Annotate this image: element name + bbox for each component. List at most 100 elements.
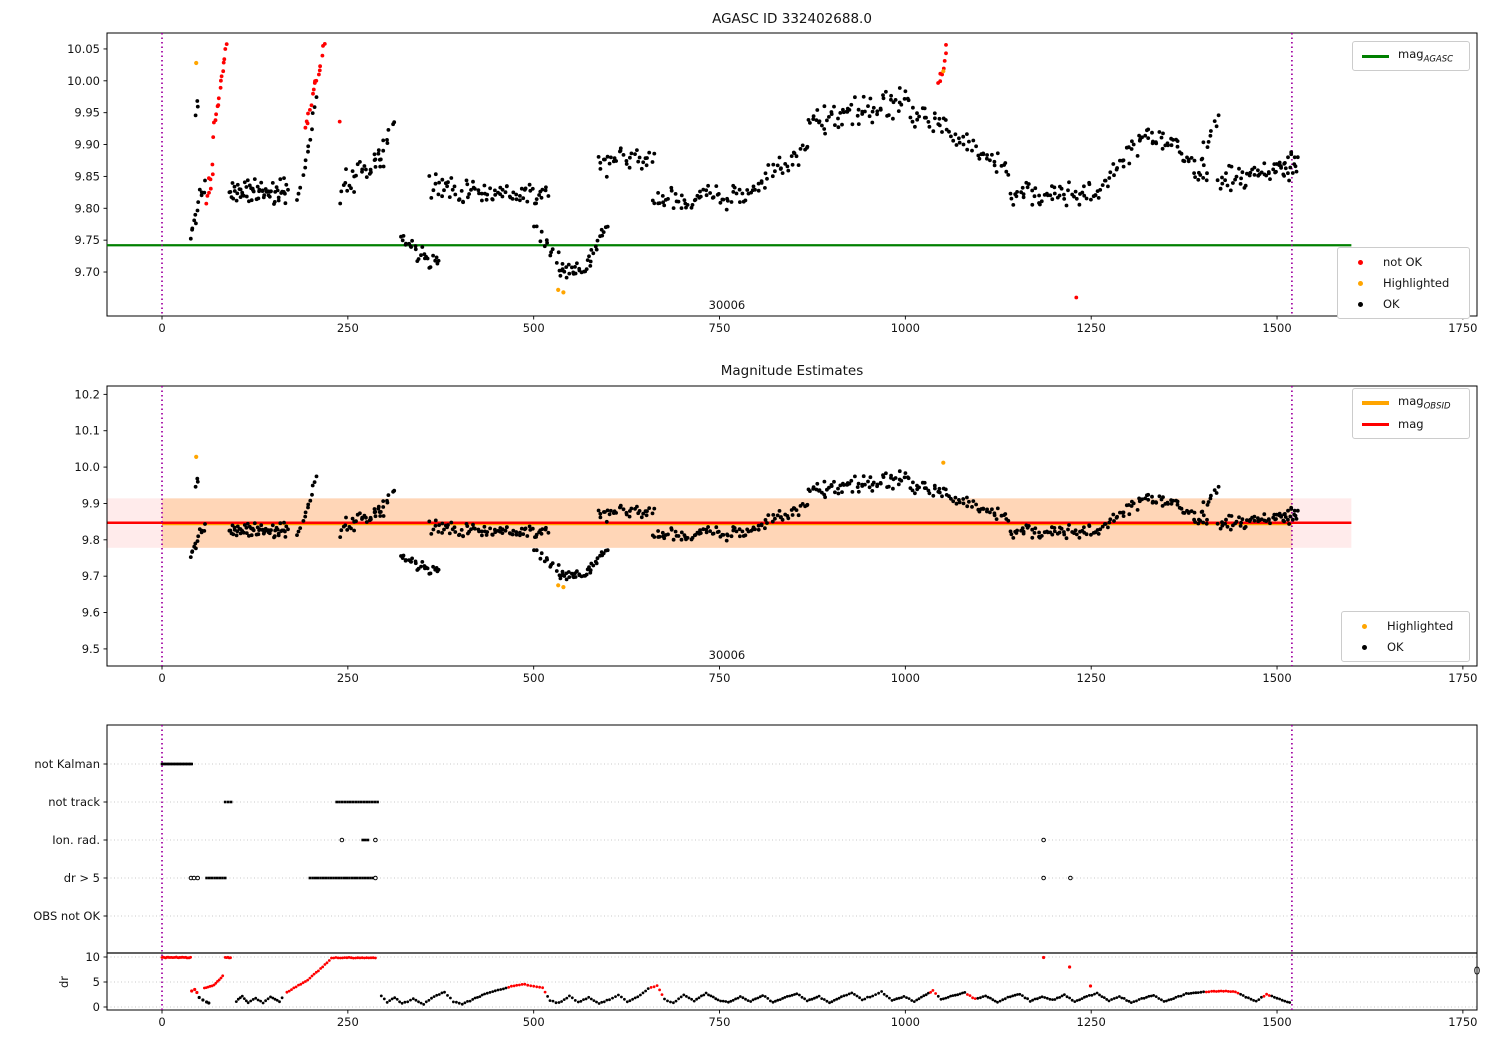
ok-points [188,469,1300,582]
dr-axis-label: dr [57,976,71,988]
legend-entry-mag-obsid: magOBSID [1362,394,1460,412]
x-tick-label: 0 [158,671,165,685]
dr-points [160,955,1292,1006]
x-tick-label: 1750 [1448,1015,1477,1029]
legend-entry-ok: OK [1351,638,1460,656]
gridlines [107,763,1477,1008]
axes: 0 250 500 750 1000 1250 1500 1750 9.5 9.6 9.7 9.8 9.… [74,385,1478,685]
x-tick-label: 1500 [1262,671,1291,685]
legend-entry-mag-agasc: magAGASC [1362,47,1460,65]
axes: 0 250 500 750 1000 1250 1500 1750 9.70 9.75 9.80 9.… [67,32,1478,335]
y-tick-label: 9.90 [74,138,100,152]
top-plot: 0 250 500 750 1000 1250 1500 1750 9.70 9.75 9.80 9.… [67,32,1478,335]
x-tick-label: 250 [337,671,359,685]
x-tick-label: 1750 [1448,321,1477,335]
flag-row-label: not Kalman [34,757,100,771]
x-tick-label: 750 [709,1015,731,1029]
legend-dot-swatch [1351,644,1378,650]
x-tick-label: 1000 [891,321,920,335]
legend-label: Highlighted [1387,619,1454,633]
y-tick-label: 0 [93,1000,100,1014]
highlighted-points [194,454,946,590]
y-tick-label: 10.00 [67,74,100,88]
x-tick-label: 1750 [1448,671,1477,685]
x-tick-label: 0 [158,1015,165,1029]
legend-label: magOBSID [1398,394,1451,412]
x-tick-label: 250 [337,1015,359,1029]
x-tick-label: 1000 [891,671,920,685]
legend-entry-highlighted: Highlighted [1351,617,1460,635]
highlighted-points [194,60,946,295]
not-ok-points [204,42,1079,300]
y-tick-label: 9.6 [82,606,100,620]
legend-entry-mag: mag [1362,415,1460,433]
obsid-annotation: 30006 [709,648,746,662]
flag-row-label: dr > 5 [64,871,100,885]
y-tick-label: 10 [85,950,100,964]
legend-entry-not-ok: not OK [1347,253,1460,271]
x-tick-label: 750 [709,321,731,335]
legend-mag-lines: magOBSID mag [1352,388,1470,439]
legend-label: OK [1387,640,1404,654]
legend-dot-swatch [1347,280,1374,286]
middle-plot-title: Magnitude Estimates [720,363,864,379]
legend-line-swatch [1362,401,1389,405]
y-tick-label: 10.05 [67,42,100,56]
flag-row-label: Ion. rad. [52,833,100,847]
x-tick-label: 500 [523,321,545,335]
flag-labels: not Kalman not track Ion. rad. dr > 5 OBS no… [33,757,107,923]
y-tick-label: 9.85 [74,169,100,183]
y-tick-label: 10.1 [74,424,100,438]
flags-dr-plot: 0 250 500 750 1000 1250 1500 1750 0 5 10 not Kalman… [33,724,1481,1029]
x-tick-label: 750 [709,671,731,685]
y-tick-label: 9.5 [82,642,100,656]
legend-top-point-types: not OK Highlighted OK [1337,247,1470,319]
obsid-boundary-vlines [161,386,1293,666]
y-tick-label: 10.2 [74,387,100,401]
x-tick-label: 1250 [1077,1015,1106,1029]
y-tick-label: 10.0 [74,460,100,474]
flag-markers [160,762,1073,881]
legend-label: magAGASC [1398,47,1454,65]
y-tick-label: 9.8 [82,533,100,547]
legend-dot-swatch [1347,259,1374,265]
ok-points [188,86,1300,280]
x-tick-label: 1500 [1262,1015,1291,1029]
x-tick-label: 0 [158,321,165,335]
legend-dot-swatch [1351,623,1378,629]
clipped-right-label: 0 [1474,965,1481,978]
axes: 0 250 500 750 1000 1250 1500 1750 0 5 10 [85,724,1478,1029]
y-tick-label: 9.80 [74,201,100,215]
y-tick-label: 9.75 [74,233,100,247]
y-tick-label: 9.7 [82,569,100,583]
legend-mag-agasc: magAGASC [1352,41,1470,71]
top-plot-title: AGASC ID 332402688.0 [712,11,872,27]
x-tick-label: 1250 [1077,321,1106,335]
legend-label: not OK [1383,255,1423,269]
legend-line-swatch [1362,54,1389,58]
obsid-boundary-vlines [161,725,1293,1010]
legend-mid-point-types: Highlighted OK [1341,611,1470,662]
obsid-annotation: 30006 [709,298,746,312]
x-tick-label: 250 [337,321,359,335]
obsid-boundary-vlines [161,33,1293,316]
legend-dot-swatch [1347,301,1374,307]
legend-entry-ok: OK [1347,295,1460,313]
y-tick-label: 9.95 [74,106,100,120]
x-tick-label: 500 [523,1015,545,1029]
flag-row-label: OBS not OK [33,909,100,923]
legend-line-swatch [1362,422,1389,426]
y-tick-label: 5 [93,975,100,989]
legend-label: Highlighted [1383,276,1450,290]
y-tick-label: 9.70 [74,265,100,279]
x-tick-label: 1500 [1262,321,1291,335]
middle-plot: 0 250 500 750 1000 1250 1500 1750 9.5 9.6 9.7 9.8 9.… [74,385,1478,685]
legend-label: OK [1383,297,1400,311]
legend-entry-highlighted: Highlighted [1347,274,1460,292]
x-tick-label: 500 [523,671,545,685]
x-tick-label: 1250 [1077,671,1106,685]
x-tick-label: 1000 [891,1015,920,1029]
flag-row-label: not track [48,795,100,809]
